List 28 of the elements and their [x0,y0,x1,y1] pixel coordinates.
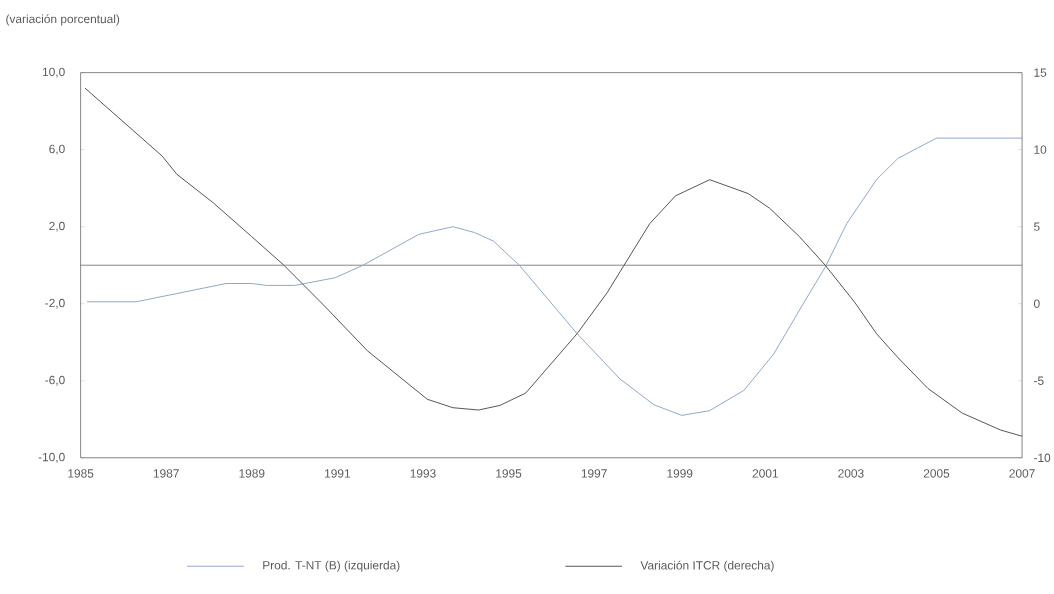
y-tick-label: -10,0 [38,452,65,463]
x-tick-label: 1989 [239,469,265,478]
y-tick-label: 6,0 [49,144,65,155]
y-tick-label: -6,0 [45,375,65,386]
legend-label: Prod. T-NT (B) (izquierda) [263,560,400,572]
x-tick-label: 1985 [68,469,94,478]
x-tick-label: 1997 [581,469,607,478]
x-tick-label: 1987 [153,469,179,478]
line-series [84,87,1023,437]
y2-tick-label: -5 [1034,376,1044,385]
x-tick-label: 1993 [410,469,436,478]
x-tick-label: 2003 [838,469,864,478]
x-tick-label: 1999 [667,469,693,478]
y2-tick-label: -10 [1034,453,1051,462]
x-tick-label: 2005 [923,469,950,478]
y-tick-label: 2,0 [49,221,65,232]
y2-tick-label: 5 [1033,222,1040,231]
x-tick-label: 1995 [496,469,522,478]
legend-label: Variación ITCR (derecha) [640,560,774,572]
y-tick-label: 10,0 [42,67,65,78]
x-tick-label: 1991 [325,469,351,478]
y2-tick-label: 15 [1034,68,1047,77]
x-tick-label: 2001 [752,469,778,478]
y2-tick-label: 10 [1034,145,1047,154]
y-tick-label: -2,0 [45,298,65,309]
y-axis-title: (variación porcentual) [6,14,120,26]
x-tick-label: 2007 [1009,469,1035,478]
y2-tick-label: 0 [1033,299,1040,308]
